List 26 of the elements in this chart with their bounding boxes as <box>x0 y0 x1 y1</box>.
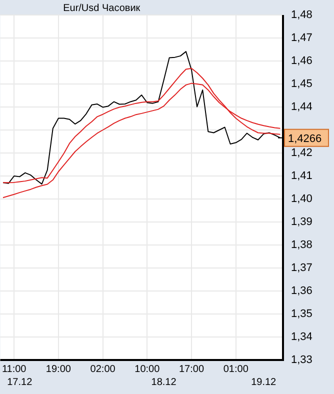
text: 19.12 <box>251 376 277 388</box>
x-tick-label: 17:00 <box>179 364 204 375</box>
y-tick-label: 1,42 <box>291 147 312 160</box>
y-tick-label: 1,33 <box>291 354 312 366</box>
annotation: 1,4266 <box>288 132 322 145</box>
y-tick-label: 1,44 <box>291 101 312 114</box>
text: 18.12 <box>151 376 177 388</box>
text: 17.12 <box>7 376 33 388</box>
y-tick-label: 1,35 <box>291 308 312 320</box>
x-tick-label: 01:00 <box>223 364 249 375</box>
y-tick-label: 1,47 <box>291 32 312 44</box>
y-tick-label: 1,36 <box>291 285 312 298</box>
x-tick-label: 11:00 <box>2 364 27 375</box>
y-tick-label: 1,38 <box>291 239 312 252</box>
y-tick-label: 1,34 <box>291 331 312 344</box>
y-tick-label: 1,41 <box>291 170 312 182</box>
y-tick-label: 1,46 <box>291 55 312 68</box>
x-tick-label: 19:00 <box>46 364 72 375</box>
x-tick-label: 10:00 <box>134 364 160 375</box>
y-tick-label: 1,39 <box>291 216 312 228</box>
y-tick-label: 1,40 <box>291 193 312 206</box>
y-tick-label: 1,45 <box>291 78 312 90</box>
y-tick-label: 1,37 <box>291 262 312 274</box>
chart-title: Eur/Usd Часовик <box>63 2 141 14</box>
x-tick-label: 02:00 <box>90 364 116 375</box>
y-tick-label: 1,48 <box>291 9 312 22</box>
